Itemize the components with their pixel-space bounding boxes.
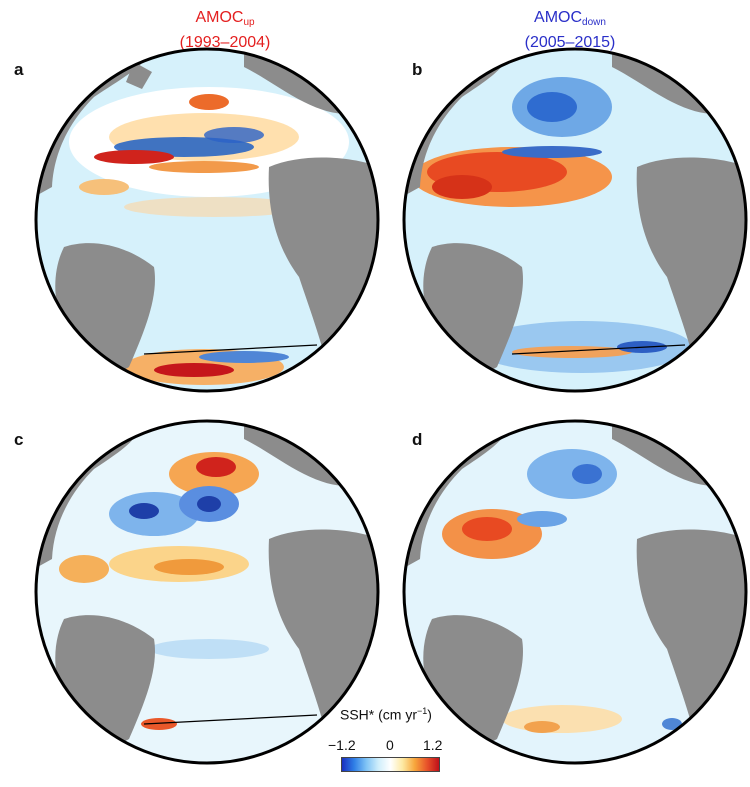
panel-label-b: b [412, 60, 423, 79]
section-line-b [511, 344, 686, 355]
column-title-amoc-down: AMOCdown (2005–2015) [524, 9, 616, 51]
panel-label-a: a [14, 60, 24, 79]
column-title-amoc-up: AMOCup (1993–2004) [179, 9, 271, 51]
globe-outline-b [402, 47, 748, 393]
globe-outline-d [402, 419, 748, 765]
panel-label-c: c [14, 430, 24, 449]
colorbar-max-label: 1.2 [423, 737, 443, 753]
globe-map-d [402, 419, 748, 765]
globe-outline-a [34, 47, 380, 393]
globe-map-c [34, 419, 380, 765]
panel-label-d: d [412, 430, 423, 449]
section-line-a [143, 344, 318, 355]
globe-map-b [402, 47, 748, 393]
globe-map-a [34, 47, 380, 393]
colorbar [341, 757, 440, 772]
colorbar-mid-label: 0 [386, 737, 394, 753]
globe-outline-c [34, 419, 380, 765]
section-line-c [143, 714, 318, 725]
colorbar-min-label: −1.2 [328, 737, 356, 753]
colorbar-title: SSH* (cm yr−1) [340, 706, 432, 723]
